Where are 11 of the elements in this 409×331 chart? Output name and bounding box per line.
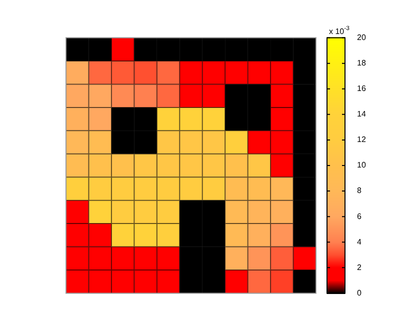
color-bar-label: 18 [357,58,366,68]
color-bar-label: 2 [357,262,362,272]
color-bar-label: 8 [357,186,362,196]
color-bar-label: 4 [357,237,362,246]
color-bar-label: 20 [357,33,366,42]
color-bar-label: 10 [357,160,366,170]
color-bar-label: 14 [357,110,366,119]
color-bar-label: 6 [357,212,362,221]
color-bar-label: 0 [357,288,362,298]
color-bar-label: 12 [357,135,366,144]
color-bar-label: 16 [357,84,366,94]
